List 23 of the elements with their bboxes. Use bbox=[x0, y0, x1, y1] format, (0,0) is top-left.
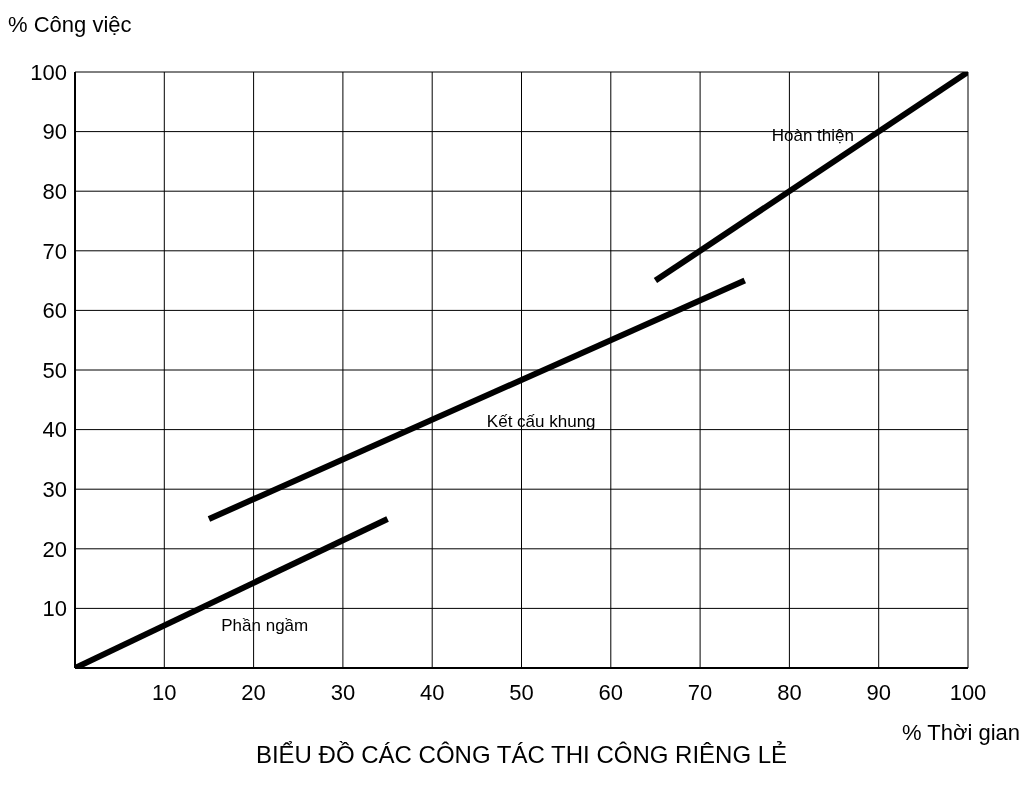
x-tick-label: 80 bbox=[777, 679, 802, 705]
y-tick-label: 100 bbox=[30, 59, 67, 85]
x-tick-label: 90 bbox=[866, 679, 891, 705]
y-tick-label: 40 bbox=[42, 417, 67, 443]
x-tick-label: 70 bbox=[687, 679, 713, 705]
x-tick-label: 30 bbox=[330, 679, 356, 705]
x-tick-label: 100 bbox=[949, 679, 987, 705]
text: BIỂU ĐỒ CÁC CÔNG TÁC THI CÔNG RIÊNG LẺ bbox=[255, 741, 788, 768]
y-tick-label: 30 bbox=[42, 477, 67, 503]
y-tick-label: 20 bbox=[42, 536, 67, 562]
y-axis-title: % Công việc bbox=[8, 12, 132, 38]
x-tick-label: 20 bbox=[241, 679, 266, 705]
y-tick-label: 50 bbox=[42, 357, 67, 383]
x-tick-label: 10 bbox=[152, 679, 177, 705]
y-tick-label: 80 bbox=[42, 179, 67, 205]
y-tick-label: 60 bbox=[42, 298, 67, 324]
y-tick-label: 90 bbox=[42, 119, 67, 145]
y-tick-label: 10 bbox=[42, 596, 67, 622]
y-tick-label: 70 bbox=[42, 238, 67, 264]
x-tick-label: 60 bbox=[598, 679, 624, 705]
x-tick-label: 40 bbox=[419, 679, 445, 705]
x-axis-title: % Thời gian bbox=[902, 720, 1020, 746]
x-tick-label: 50 bbox=[509, 679, 534, 705]
